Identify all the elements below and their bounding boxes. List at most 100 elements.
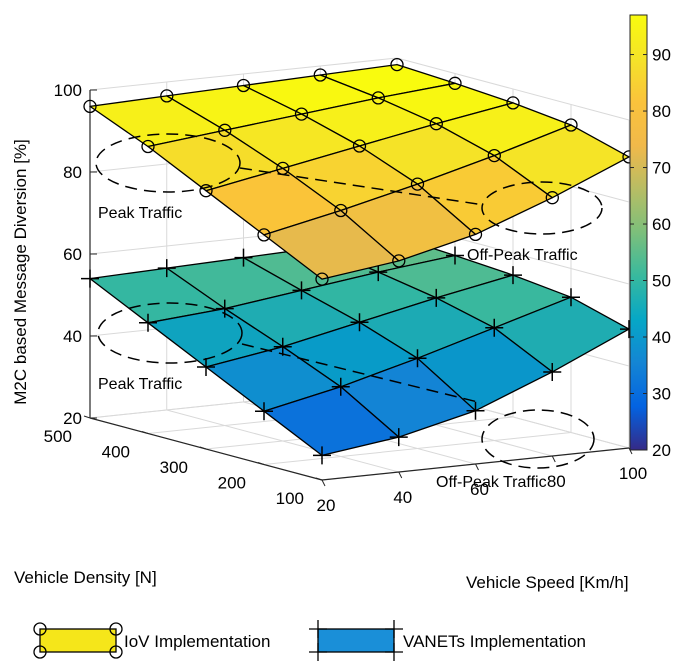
surface-patch: [263, 209, 400, 280]
y-tick-mark: [141, 431, 149, 434]
data-point-circle: [392, 254, 406, 268]
z-tick-label: 80: [63, 163, 82, 182]
x-tick-label: 20: [317, 496, 336, 515]
y-tick-label: 300: [160, 458, 188, 477]
data-point-plus: [466, 401, 485, 420]
data-point-plus: [255, 402, 273, 421]
surfaces: [81, 57, 638, 465]
x-tick-label: 40: [393, 488, 412, 507]
data-point-plus: [215, 299, 234, 318]
data-point-plus: [427, 288, 446, 307]
colorbar-tick-label: 30: [652, 385, 671, 404]
legend-swatch-vanet: [317, 628, 395, 653]
data-point-circle: [564, 118, 578, 132]
y-tick-mark: [315, 477, 323, 481]
data-point-circle: [352, 139, 367, 153]
colorbar: [629, 14, 648, 451]
offpeak-traffic-ellipse: [481, 409, 595, 469]
data-point-circle: [141, 139, 155, 154]
legend-marker-circle: [33, 645, 47, 659]
y-tick-label: 200: [218, 474, 246, 493]
data-point-circle: [160, 89, 174, 103]
data-point-circle: [199, 184, 213, 198]
data-point-circle: [313, 68, 327, 82]
data-point-circle: [468, 227, 483, 242]
colorbar-tick-label: 60: [652, 215, 671, 234]
y-tick-label: 100: [276, 489, 304, 508]
data-point-plus: [543, 362, 562, 381]
legend-marker-circle: [33, 622, 47, 636]
x-tick-mark: [398, 471, 403, 479]
data-point-circle: [83, 99, 97, 114]
legend-marker-plus: [309, 620, 403, 661]
y-tick-label: 400: [102, 443, 130, 462]
x-tick-label: 60: [470, 480, 489, 499]
annotation-iov-peak: Peak Traffic: [98, 205, 182, 222]
data-point-circle: [371, 91, 385, 105]
x-tick-mark: [321, 479, 326, 487]
colorbar-ticks: 20 30 40 50 60 70 80 90: [630, 46, 671, 460]
data-point-circle: [390, 57, 404, 72]
y-tick-mark: [83, 415, 91, 419]
data-point-plus: [350, 313, 369, 332]
traffic-connector-line: [241, 343, 483, 404]
legend-swatch-iov: [39, 628, 117, 653]
data-point-plus: [562, 288, 580, 307]
data-point-circle: [236, 78, 251, 93]
data-point-plus: [446, 246, 464, 265]
data-point-circle: [410, 177, 425, 191]
data-point-circle: [487, 148, 501, 163]
data-point-plus: [139, 313, 157, 332]
y-tick-mark: [199, 446, 207, 450]
x-axis-label: Vehicle Speed [Km/h]: [466, 573, 629, 592]
legend-marker-circle: [109, 622, 123, 636]
legend-marker-circle: [109, 645, 123, 659]
data-point-plus: [389, 428, 408, 447]
data-point-circle: [448, 76, 462, 90]
peak-traffic-ellipse: [95, 133, 241, 193]
x-tick-mark: [551, 455, 556, 463]
y-tick-mark: [257, 462, 265, 465]
legend-label-iov: IoV Implementation: [124, 632, 270, 651]
z-tick-label: 60: [63, 245, 82, 264]
data-point-plus: [81, 269, 99, 288]
legend-label-vanet: VANETs Implementation: [403, 632, 586, 651]
data-point-plus: [485, 318, 504, 337]
data-point-plus: [313, 446, 331, 465]
data-point-circle: [545, 191, 559, 205]
peak-traffic-ellipse: [97, 302, 243, 364]
colorbar-tick-label: 70: [652, 159, 671, 178]
data-point-plus: [408, 349, 427, 368]
data-point-plus: [197, 358, 215, 376]
traffic-connector-line: [239, 167, 485, 206]
z-axis-label: M2C based Message Diversion [%]: [11, 139, 30, 405]
colorbar-tick-label: 50: [652, 272, 671, 291]
annotation-shapes: [95, 133, 603, 469]
surface-vanet: [81, 227, 638, 465]
z-tick-label: 20: [63, 409, 82, 428]
data-point-circle: [334, 203, 348, 218]
data-point-circle: [506, 96, 520, 110]
data-point-plus: [292, 281, 311, 300]
colorbar-tick-label: 20: [652, 441, 671, 460]
data-point-circle: [257, 228, 271, 242]
grid-line: [263, 432, 572, 465]
surface-iov: [83, 57, 636, 286]
legend-entry-iov: IoV Implementation: [33, 622, 270, 659]
data-point-circle: [315, 272, 329, 286]
x-tick-mark: [475, 463, 479, 471]
data-point-circle: [218, 123, 232, 137]
annotation-vanet-peak: Peak Traffic: [98, 376, 182, 393]
data-point-circle: [294, 107, 309, 121]
data-point-plus: [273, 337, 292, 356]
colorbar-tick-label: 90: [652, 46, 671, 65]
z-tick-label: 40: [63, 327, 82, 346]
offpeak-traffic-ellipse: [481, 181, 603, 235]
colorbar-tick-label: 80: [652, 102, 671, 121]
data-point-plus: [504, 266, 522, 285]
data-point-plus: [331, 377, 350, 396]
y-tick-label: 500: [44, 427, 72, 446]
z-tick-label: 100: [54, 81, 82, 100]
